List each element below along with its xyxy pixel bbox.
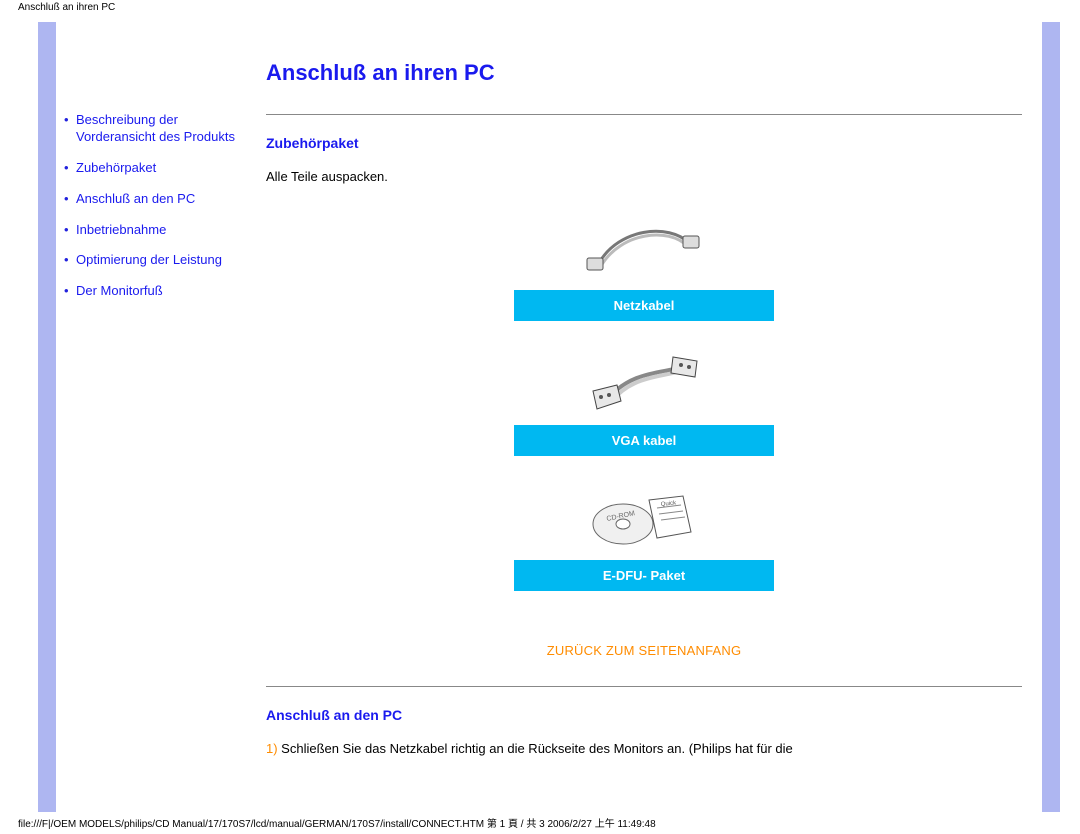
accessory-power-cable: Netzkabel [266, 208, 1022, 333]
sidebar-link[interactable]: Zubehörpaket [76, 160, 156, 175]
accessory-edfu-packet: CD-ROM Quick E-DFU- Paket [266, 478, 1022, 603]
edfu-packet-illustration: CD-ROM Quick [579, 478, 709, 556]
doc-path-bottom: file:///F|/OEM MODELS/philips/CD Manual/… [18, 815, 656, 830]
back-to-top-link[interactable]: ZURÜCK ZUM SEITENANFANG [547, 643, 742, 658]
section-accessories-title: Zubehörpaket [266, 135, 1022, 151]
accessory-label: E-DFU- Paket [514, 560, 774, 591]
sidebar-link[interactable]: Optimierung der Leistung [76, 252, 222, 267]
back-to-top[interactable]: ZURÜCK ZUM SEITENANFANG [266, 643, 1022, 658]
doc-path-top: Anschluß an ihren PC [18, 2, 115, 13]
sidebar-link[interactable]: Beschreibung der Vorderansicht des Produ… [76, 112, 235, 144]
accessory-label: VGA kabel [514, 425, 774, 456]
step-body: Schließen Sie das Netzkabel richtig an d… [278, 741, 793, 756]
sidebar-link[interactable]: Inbetriebnahme [76, 222, 166, 237]
right-margin-bar [1042, 22, 1060, 812]
section-accessories-text: Alle Teile auspacken. [266, 169, 1022, 184]
sidebar-item-description[interactable]: Beschreibung der Vorderansicht des Produ… [66, 112, 246, 146]
main-content: Anschluß an ihren PC Zubehörpaket Alle T… [256, 22, 1042, 812]
power-cable-illustration [579, 208, 709, 286]
sidebar-item-connect-pc[interactable]: Anschluß an den PC [66, 191, 246, 208]
section-connect-title: Anschluß an den PC [266, 707, 1022, 723]
page-title: Anschluß an ihren PC [266, 60, 1022, 86]
sidebar-item-accessories[interactable]: Zubehörpaket [66, 160, 246, 177]
accessory-label: Netzkabel [514, 290, 774, 321]
sidebar-link[interactable]: Anschluß an den PC [76, 191, 195, 206]
sidebar-item-getting-started[interactable]: Inbetriebnahme [66, 222, 246, 239]
left-margin-bar [38, 22, 56, 812]
sidebar-nav: Beschreibung der Vorderansicht des Produ… [56, 22, 256, 812]
divider [266, 114, 1022, 115]
divider [266, 686, 1022, 687]
step-number: 1) [266, 741, 278, 756]
sidebar-link[interactable]: Der Monitorfuß [76, 283, 163, 298]
vga-cable-illustration [579, 343, 709, 421]
step-1-text: 1) Schließen Sie das Netzkabel richtig a… [266, 741, 1022, 756]
sidebar-item-optimize[interactable]: Optimierung der Leistung [66, 252, 246, 269]
content-wrap: Beschreibung der Vorderansicht des Produ… [56, 22, 1042, 812]
page-frame: Beschreibung der Vorderansicht des Produ… [38, 22, 1060, 812]
accessory-vga-cable: VGA kabel [266, 343, 1022, 468]
sidebar-item-monitor-base[interactable]: Der Monitorfuß [66, 283, 246, 300]
